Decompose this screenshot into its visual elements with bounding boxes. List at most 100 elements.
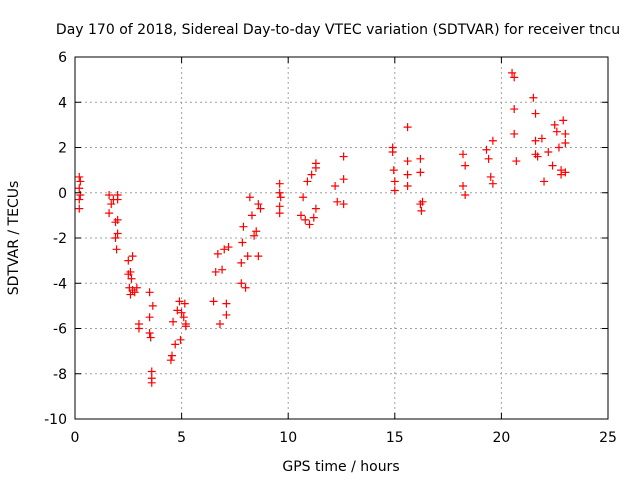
data-point — [510, 73, 519, 82]
data-point — [275, 188, 284, 197]
data-point — [461, 191, 470, 200]
data-point — [559, 116, 568, 125]
data-point — [508, 68, 517, 77]
x-axis-label: GPS time / hours — [282, 459, 399, 475]
data-point — [243, 252, 252, 261]
data-point — [113, 229, 122, 238]
data-point — [241, 283, 250, 292]
data-point — [166, 356, 175, 365]
data-point — [339, 175, 348, 184]
data-point — [127, 274, 136, 283]
data-point — [403, 123, 412, 132]
data-point — [76, 177, 85, 186]
data-point — [218, 265, 227, 274]
data-point — [403, 170, 412, 179]
data-point — [111, 234, 120, 242]
y-tick-label: 6 — [58, 50, 67, 66]
chart-title: Day 170 of 2018, Sidereal Day-to-day VTE… — [56, 22, 620, 38]
x-tick-label: 25 — [599, 430, 617, 446]
data-point — [176, 335, 185, 344]
data-point — [222, 310, 231, 319]
data-point — [177, 308, 186, 317]
data-point — [484, 154, 493, 163]
data-point — [245, 193, 254, 202]
data-point — [126, 290, 135, 299]
y-tick-label: -6 — [53, 322, 67, 338]
data-point — [180, 299, 189, 308]
data-point — [299, 193, 308, 202]
data-point — [145, 288, 154, 297]
data-point — [303, 177, 312, 186]
data-point — [544, 148, 553, 157]
data-point — [169, 317, 178, 326]
grid-lines — [75, 57, 608, 419]
data-points — [75, 68, 570, 387]
data-point — [145, 329, 154, 338]
data-point — [388, 148, 397, 157]
data-point — [252, 227, 261, 236]
data-point — [529, 93, 538, 102]
data-point — [305, 220, 314, 229]
data-point — [275, 179, 284, 188]
data-point — [224, 243, 233, 252]
data-point — [222, 299, 231, 308]
data-point — [561, 129, 570, 138]
data-point — [339, 152, 348, 161]
data-point — [403, 157, 412, 166]
data-point — [416, 168, 425, 177]
data-point — [75, 195, 84, 204]
data-point — [75, 184, 84, 193]
data-point — [459, 181, 468, 190]
y-axis-label: SDTVAR / TECUs — [6, 181, 22, 296]
data-point — [461, 161, 470, 170]
data-point — [209, 297, 218, 306]
x-axis-ticks: 0 5 10 15 20 25 — [71, 57, 617, 446]
data-point — [296, 211, 305, 220]
data-point — [561, 168, 570, 177]
y-tick-label: 2 — [58, 141, 67, 157]
y-tick-label: 4 — [58, 95, 67, 111]
data-point — [557, 170, 566, 179]
data-point — [147, 367, 156, 376]
data-point — [254, 200, 263, 209]
data-point — [276, 193, 285, 202]
data-point — [537, 134, 546, 143]
data-point — [181, 322, 190, 331]
data-point — [307, 170, 316, 179]
data-point — [132, 283, 141, 292]
data-point — [482, 145, 491, 154]
data-point — [239, 222, 248, 231]
data-point — [301, 215, 310, 224]
x-tick-label: 15 — [386, 430, 404, 446]
data-point — [145, 313, 154, 322]
data-point — [552, 127, 561, 136]
data-point — [459, 150, 468, 159]
data-point — [531, 109, 540, 118]
data-point — [107, 200, 116, 209]
data-point — [146, 333, 155, 342]
data-point — [112, 245, 121, 254]
data-point — [389, 166, 398, 175]
data-point — [390, 177, 399, 186]
data-point — [256, 204, 265, 213]
data-point — [128, 252, 137, 261]
y-tick-label: 0 — [58, 186, 67, 202]
data-point — [179, 313, 188, 322]
data-point — [311, 163, 320, 172]
x-tick-label: 0 — [71, 430, 80, 446]
data-point — [510, 129, 519, 138]
data-point — [113, 191, 122, 200]
data-point — [309, 213, 318, 222]
data-point — [105, 191, 114, 200]
data-point — [247, 211, 256, 220]
data-point — [510, 105, 519, 114]
data-point — [488, 179, 497, 188]
x-tick-label: 5 — [177, 430, 186, 446]
data-point — [175, 297, 184, 306]
data-point — [416, 154, 425, 163]
x-tick-label: 20 — [492, 430, 510, 446]
data-point — [130, 288, 139, 297]
y-tick-label: -8 — [53, 367, 67, 383]
data-point — [311, 204, 320, 213]
